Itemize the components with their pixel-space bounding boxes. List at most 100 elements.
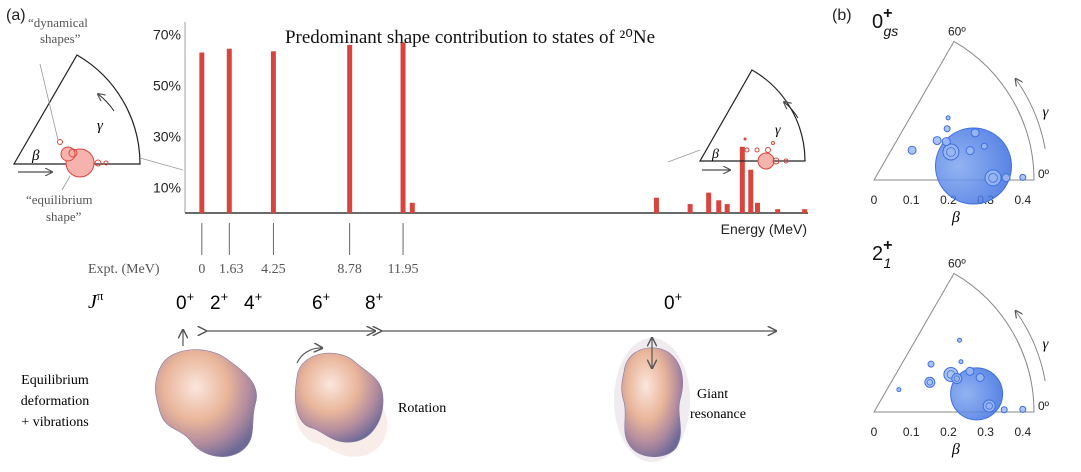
gamma-label: γ: [1042, 105, 1049, 121]
chart-title: Predominant shape contribution to states…: [285, 27, 655, 48]
mode-label-giant: resonance: [690, 407, 746, 422]
angle-label: 60º: [948, 256, 966, 270]
shape-weight-point: [985, 402, 993, 410]
x-tick-label: 0: [871, 425, 878, 439]
x-tick-label: 0.1: [903, 193, 920, 207]
bar: [199, 52, 205, 214]
y-tick-label: 50%: [153, 78, 181, 94]
shape-weight-point: [1001, 173, 1011, 183]
expt-level-value: 11.95: [388, 262, 419, 277]
spin-parity-row: Jπ 0+ 2+ 4+ 6+ 8+ 0+: [88, 288, 682, 314]
beta-axis-label: β: [951, 441, 960, 458]
x-tick-label: 0.2: [940, 425, 957, 439]
shape-weight-point: [970, 128, 980, 138]
gamma-label: γ: [775, 123, 781, 138]
beta-label: β: [31, 148, 40, 164]
spin-state: 6+: [312, 289, 330, 314]
deformed-nucleus-icon: [295, 352, 384, 443]
shape-weight-point: [982, 399, 996, 413]
shape-weight-point: [958, 359, 964, 365]
bar: [270, 51, 276, 213]
bar: [653, 197, 659, 213]
sector-outline: [873, 272, 1035, 413]
spin-state: 4+: [244, 289, 262, 314]
x-tick-label: 0.1: [903, 425, 920, 439]
expt-level-value: 8.78: [337, 262, 362, 277]
shape-weight-point: [951, 373, 963, 385]
gamma-label: γ: [1042, 337, 1049, 353]
leader-line: [667, 149, 701, 163]
spin-state: 8+: [365, 289, 383, 314]
shape-weight-point: [932, 136, 942, 146]
angle-label: 0º: [1038, 167, 1050, 181]
shape-weight-point: [980, 142, 988, 150]
bar: [706, 192, 712, 213]
x-tick-label: 0.3: [977, 425, 994, 439]
angle-label: 60º: [948, 24, 966, 38]
shape-weight-point: [896, 387, 902, 393]
equilibrium-label: “equilibrium: [26, 192, 92, 207]
shape-weight-point: [1019, 173, 1027, 181]
spin-state: 0+: [664, 289, 682, 314]
bars: [199, 42, 808, 214]
x-tick-label: 0: [871, 193, 878, 207]
gamma-arrow-icon: [1016, 311, 1046, 381]
x-tick-label: 0.4: [1014, 425, 1031, 439]
panel-label-a: (a): [6, 7, 26, 24]
deformed-nucleus-icon: [621, 347, 683, 458]
bar: [400, 42, 406, 213]
shape-weight-point: [1000, 406, 1008, 414]
mode-label-equilibrium: deformation: [21, 394, 89, 409]
shape-circle: [771, 141, 775, 145]
gamma-arrow-icon: [98, 94, 115, 112]
level-ticks: [201, 223, 404, 255]
shape-circle: [783, 158, 789, 164]
y-tick-labels: 10% 30% 50% 70%: [153, 27, 181, 196]
shape-weight-point: [943, 125, 951, 133]
x-tick-label: 0.4: [1014, 193, 1031, 207]
bar: [687, 204, 693, 213]
shape-weight-point: [984, 169, 1002, 187]
leader-line: [39, 63, 59, 141]
mode-label-equilibrium: Equilibrium: [21, 373, 89, 388]
state-label: 2+ 1: [872, 237, 892, 271]
bar: [739, 146, 745, 213]
shape-weight-point: [927, 360, 935, 368]
shape-circle: [743, 137, 747, 141]
bar: [724, 204, 730, 213]
shape-weight-point: [942, 143, 960, 161]
mode-label-equilibrium: + vibrations: [21, 415, 88, 430]
polar-plot-first-excited: γ 60º 0º 0 0.1 0.2 0.3 0.4 β 2+ 1: [871, 237, 1050, 458]
leader-line: [61, 175, 71, 191]
expt-level-value: 1.63: [219, 262, 244, 277]
shape-circle: [765, 147, 771, 153]
shape-weight-point: [924, 376, 936, 388]
dynamical-shape-circle: [68, 148, 78, 158]
gamma-label: γ: [97, 118, 104, 134]
dynamical-shape-circle: [57, 139, 63, 145]
y-tick-label: 10%: [153, 180, 181, 196]
shape-weight-point: [945, 115, 951, 121]
shape-circle: [754, 147, 760, 153]
shape-weight-point: [965, 366, 975, 376]
x-axis-label: Energy (MeV): [721, 221, 807, 237]
dynamical-shape-circle: [60, 146, 76, 162]
state-label: 0+ gs: [872, 5, 898, 39]
dynamical-shape-circle: [103, 160, 109, 166]
beta-label: β: [711, 147, 719, 162]
mode-label-rotation: Rotation: [398, 401, 446, 416]
experimental-levels: Expt. (MeV) 0 1.63 4.25 8.78 11.95: [88, 223, 419, 277]
dynamical-label: “dynamical: [28, 15, 88, 30]
beta-axis-label: β: [951, 209, 960, 226]
bar: [754, 202, 760, 213]
right-inset-sector: γ β: [667, 69, 806, 170]
shape-weight-point: [953, 375, 960, 382]
shape-weight-point: [957, 337, 963, 343]
bar: [409, 202, 415, 213]
leader-line: [139, 157, 184, 171]
y-tick-label: 30%: [153, 129, 181, 145]
dynamical-shape-circle: [94, 159, 102, 167]
equilibrium-label: shape”: [46, 209, 82, 224]
